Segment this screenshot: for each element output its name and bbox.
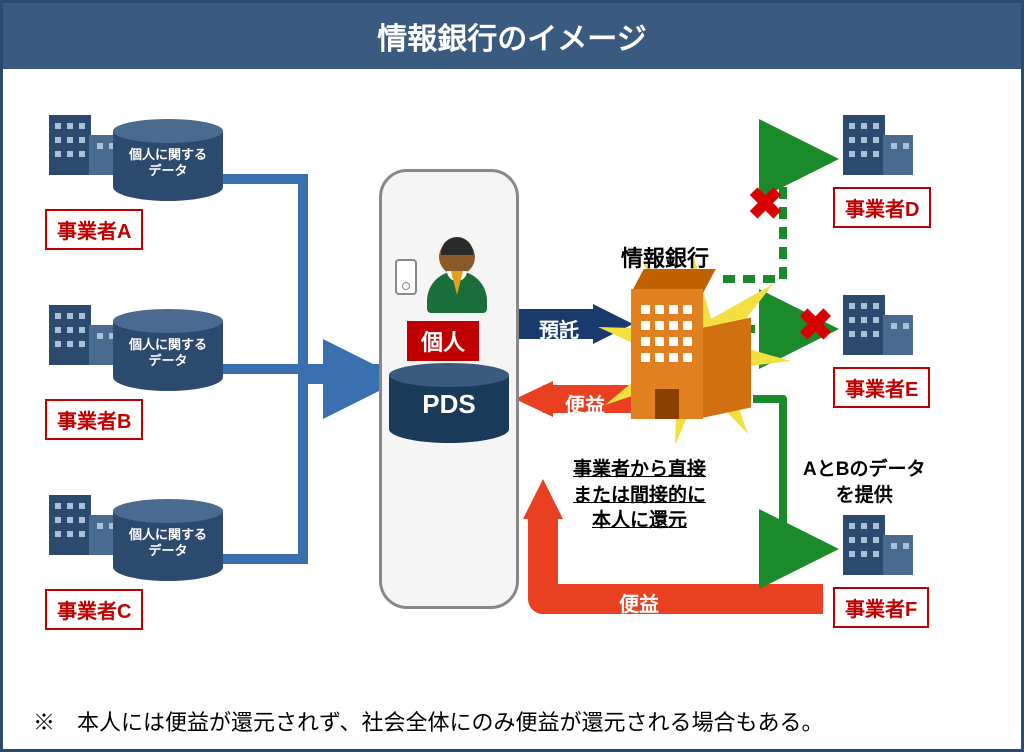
data-cylinder: 個人に関するデータ bbox=[113, 499, 223, 581]
deposit-arrow-label: 預託 bbox=[533, 312, 585, 345]
diagram-canvas: 個人に関するデータ 事業者A 個人に関するデータ 事業者B 個人に関するデータ … bbox=[3, 69, 1021, 749]
building-icon bbox=[843, 515, 913, 575]
operator-c-label: 事業者C bbox=[45, 589, 143, 630]
building-icon bbox=[49, 495, 119, 555]
operator-f-label: 事業者F bbox=[833, 587, 929, 628]
benefit-arrow-label-top: 便益 bbox=[559, 387, 611, 420]
building-icon bbox=[843, 295, 913, 355]
infobank-building-icon bbox=[631, 269, 751, 419]
provide-note: AとBのデータ を提供 bbox=[803, 457, 925, 508]
diagram-frame: 情報銀行のイメージ bbox=[0, 0, 1024, 752]
title-bar: 情報銀行のイメージ bbox=[3, 3, 1021, 69]
building-icon bbox=[49, 115, 119, 175]
building-icon bbox=[49, 305, 119, 365]
operator-d-label: 事業者D bbox=[833, 187, 931, 228]
operator-a-label: 事業者A bbox=[45, 209, 143, 250]
kojin-label: 個人 bbox=[407, 321, 479, 361]
operator-e-label: 事業者E bbox=[833, 367, 930, 408]
page-title: 情報銀行のイメージ bbox=[377, 14, 646, 58]
return-note: 事業者から直接 または間接的に 本人に還元 bbox=[573, 457, 706, 534]
data-cylinder: 個人に関するデータ bbox=[113, 309, 223, 391]
phone-icon bbox=[395, 259, 417, 295]
benefit-arrow-label-bottom: 便益 bbox=[613, 586, 665, 619]
operator-b-label: 事業者B bbox=[45, 399, 143, 440]
pds-cylinder: PDS bbox=[389, 363, 509, 443]
data-cylinder: 個人に関するデータ bbox=[113, 119, 223, 201]
building-icon bbox=[843, 115, 913, 175]
person-icon bbox=[417, 239, 497, 313]
x-mark-icon: ✖ bbox=[797, 300, 834, 351]
footnote: ※ 本人には便益が還元されず、社会全体にのみ便益が還元される場合もある。 bbox=[33, 705, 991, 737]
x-mark-icon: ✖ bbox=[747, 179, 784, 230]
